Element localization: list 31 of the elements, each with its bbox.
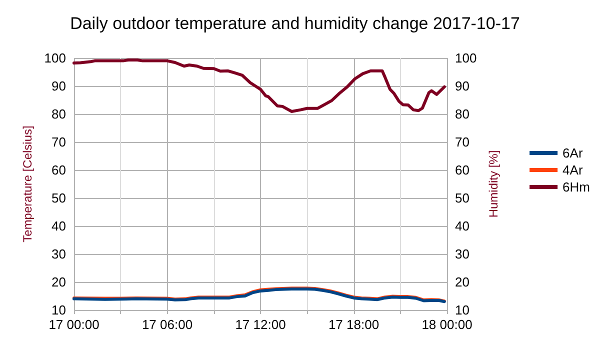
legend-label: 6Ar [562,146,584,160]
y-tick-label: 90 [52,78,66,94]
x-tick-label: 17 06:00 [142,317,193,332]
y2-tick-label: 100 [455,50,477,66]
y-tick-label: 60 [52,162,66,178]
legend-label: 4Ar [562,162,584,178]
x-tick-label: 17 00:00 [48,317,100,332]
y2-tick-label: 30 [455,246,470,262]
y2-tick-label: 90 [455,78,470,94]
y-tick-label: 40 [52,218,66,234]
y-tick-label: 100 [44,50,66,66]
y-tick-label: 10 [52,302,66,318]
y-tick-label: 50 [52,190,66,206]
y2-tick-label: 70 [455,134,470,150]
legend-label: 6Hm [562,180,590,194]
y2-tick-label: 10 [455,302,470,318]
x-tick-label: 18 00:00 [422,317,472,332]
y-tick-label: 70 [52,134,66,150]
x-tick-label: 17 12:00 [235,317,286,332]
y2-tick-label: 80 [455,106,470,122]
y2-tick-label: 60 [455,162,470,178]
y2-axis-title: Humidity [%] [486,150,501,218]
y2-tick-label: 40 [455,218,470,234]
y-tick-label: 20 [52,274,66,290]
y-tick-label: 30 [52,246,66,262]
y2-tick-label: 20 [455,274,470,290]
chart-title: Daily outdoor temperature and humidity change 2017-10-17 [70,14,520,33]
y-tick-label: 80 [52,106,66,122]
y2-tick-label: 50 [455,190,470,206]
x-tick-label: 17 18:00 [328,317,380,332]
y-axis-title: Temperature [Celsius] [20,126,34,242]
